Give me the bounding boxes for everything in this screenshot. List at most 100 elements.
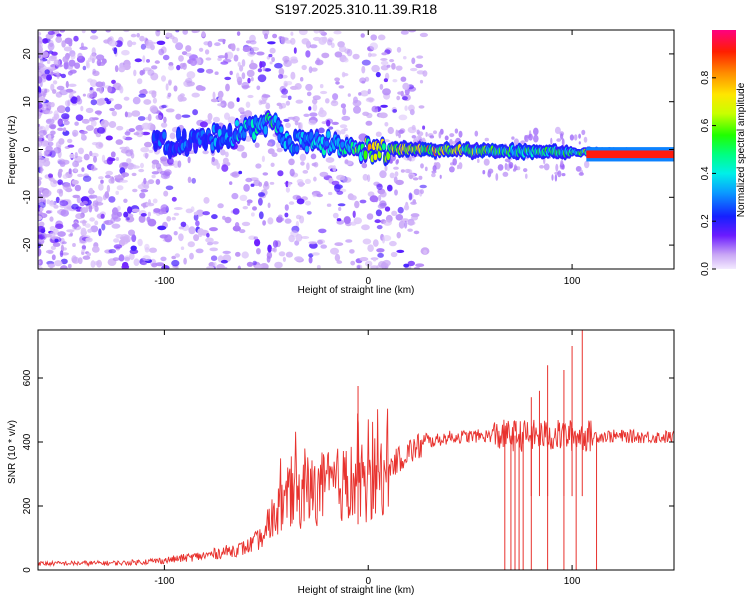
noise-speckle	[416, 55, 424, 59]
ridge-core	[294, 145, 299, 153]
noise-speckle	[250, 183, 255, 187]
noise-speckle	[198, 47, 204, 52]
noise-speckle	[81, 167, 85, 172]
noise-speckle	[397, 91, 403, 95]
noise-speckle	[38, 102, 43, 109]
noise-speckle	[137, 238, 143, 247]
noise-speckle	[285, 251, 293, 258]
noise-speckle	[408, 192, 413, 201]
noise-speckle	[149, 105, 158, 113]
noise-speckle	[154, 60, 160, 64]
noise-speckle	[483, 158, 490, 166]
noise-speckle	[67, 65, 74, 70]
noise-speckle	[276, 142, 281, 149]
noise-speckle	[360, 90, 369, 97]
noise-speckle	[229, 181, 233, 186]
noise-speckle	[292, 116, 300, 122]
noise-speckle	[173, 231, 178, 236]
noise-speckle	[55, 91, 63, 98]
noise-speckle	[210, 98, 218, 103]
noise-speckle	[267, 41, 276, 45]
noise-speckle	[335, 81, 340, 85]
noise-speckle	[208, 262, 215, 267]
noise-speckle	[272, 33, 278, 39]
noise-speckle	[92, 91, 98, 98]
noise-speckle	[217, 103, 225, 107]
noise-speckle	[49, 216, 54, 222]
noise-speckle	[366, 213, 374, 220]
noise-speckle	[111, 110, 118, 117]
noise-speckle	[60, 258, 68, 265]
noise-speckle	[301, 38, 310, 45]
noise-speckle	[91, 47, 96, 55]
noise-speckle	[235, 251, 241, 257]
noise-speckle	[270, 162, 275, 167]
noise-speckle	[254, 142, 260, 148]
noise-speckle	[151, 171, 160, 175]
noise-speckle	[138, 93, 146, 98]
ridge-core	[235, 120, 239, 127]
noise-speckle	[237, 265, 241, 269]
noise-speckle	[285, 187, 290, 193]
noise-speckle	[104, 191, 110, 199]
noise-speckle	[110, 151, 116, 158]
noise-speckle	[330, 100, 339, 107]
noise-speckle	[53, 59, 61, 66]
noise-speckle	[124, 131, 131, 136]
noise-speckle	[67, 144, 75, 148]
noise-speckle	[105, 30, 111, 33]
noise-speckle	[186, 71, 196, 79]
noise-speckle	[132, 188, 138, 193]
noise-speckle	[81, 251, 85, 255]
noise-speckle	[352, 210, 356, 218]
noise-speckle	[294, 256, 303, 262]
noise-speckle	[330, 247, 339, 255]
noise-speckle	[370, 34, 378, 41]
noise-speckle	[236, 31, 241, 36]
noise-speckle	[370, 265, 379, 269]
noise-speckle	[383, 219, 392, 226]
noise-speckle	[95, 81, 104, 88]
noise-speckle	[191, 30, 200, 33]
noise-speckle	[76, 196, 82, 204]
noise-speckle	[174, 253, 180, 258]
noise-speckle	[105, 135, 113, 141]
snr-plot-area	[38, 330, 674, 570]
noise-speckle	[158, 48, 165, 56]
noise-speckle	[88, 204, 93, 213]
noise-speckle	[167, 157, 174, 165]
noise-speckle	[352, 99, 362, 107]
x-tick-label: 0	[365, 576, 371, 587]
ridge-core	[176, 129, 181, 139]
noise-speckle	[139, 192, 146, 199]
y-tick-label: -20	[22, 237, 33, 252]
noise-speckle	[266, 255, 271, 263]
noise-speckle	[82, 219, 87, 227]
noise-speckle	[63, 205, 73, 211]
noise-speckle	[261, 94, 271, 98]
noise-speckle	[38, 140, 42, 148]
noise-speckle	[217, 90, 224, 99]
noise-speckle	[487, 168, 494, 174]
noise-speckle	[277, 170, 284, 177]
noise-speckle	[528, 133, 533, 141]
noise-speckle	[382, 88, 391, 96]
noise-speckle	[375, 131, 382, 137]
noise-speckle	[413, 230, 420, 235]
noise-speckle	[91, 152, 99, 158]
noise-speckle	[418, 175, 423, 180]
snr-x-axis-label: Height of straight line (km)	[298, 585, 415, 596]
noise-speckle	[400, 169, 405, 173]
noise-speckle	[419, 79, 424, 84]
noise-speckle	[402, 82, 410, 90]
noise-speckle	[38, 62, 43, 67]
ridge-core	[162, 131, 167, 139]
noise-speckle	[247, 94, 254, 99]
noise-speckle	[367, 174, 371, 182]
noise-speckle	[227, 101, 235, 109]
noise-speckle	[337, 203, 346, 207]
noise-speckle	[338, 85, 345, 89]
noise-speckle	[258, 211, 264, 220]
noise-speckle	[67, 70, 73, 76]
noise-speckle	[256, 85, 261, 91]
